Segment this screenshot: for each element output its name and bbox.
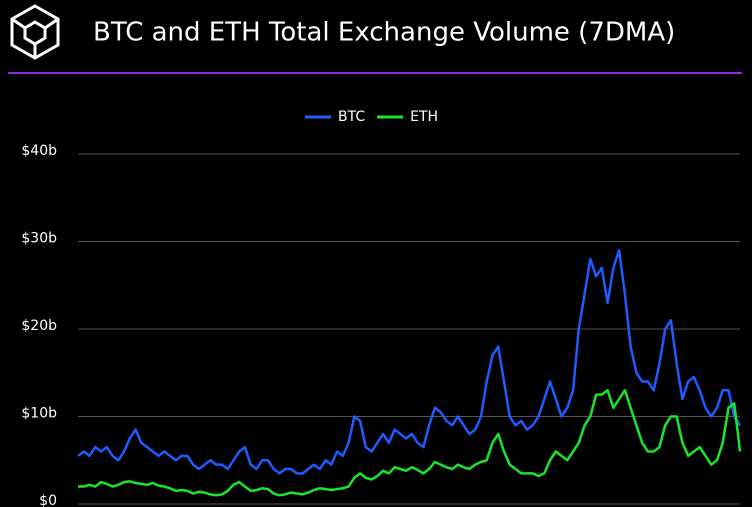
series-line: [78, 389, 742, 497]
series-line: [77, 249, 742, 475]
y-tick-label: $30b: [21, 231, 57, 247]
logo: [10, 4, 60, 60]
y-tick-label: $10b: [21, 406, 57, 422]
legend-label: ETH: [410, 109, 438, 125]
y-tick-label: $40b: [21, 143, 57, 159]
legend-label: BTC: [338, 109, 365, 125]
chart-title: BTC and ETH Total Exchange Volume (7DMA): [93, 18, 675, 48]
y-tick-label: $0: [39, 493, 57, 507]
y-tick-label: $20b: [21, 318, 57, 334]
